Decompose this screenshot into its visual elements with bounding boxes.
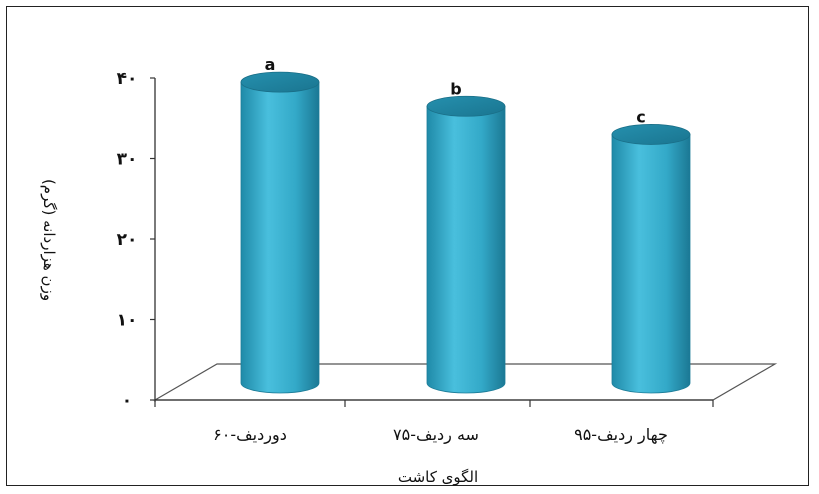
- significance-label: c: [636, 107, 645, 126]
- x-axis-title: الگوی کاشت: [398, 468, 478, 486]
- bar-top: [611, 124, 691, 145]
- y-tick-label: ۴۰: [117, 69, 138, 89]
- bar-top: [240, 71, 320, 93]
- bar: [611, 124, 691, 394]
- bar-body: [240, 81, 320, 394]
- y-tick-label: ۰: [122, 391, 132, 411]
- y-tick-label: ۲۰: [117, 230, 138, 250]
- x-category-label: چهار ردیف-۹۵: [574, 425, 668, 445]
- bar-top: [426, 95, 506, 117]
- bar-body: [611, 134, 691, 394]
- x-category-label: دوردیف-۶۰: [213, 425, 287, 445]
- x-category-label: سه ردیف-۷۵: [393, 425, 479, 445]
- y-tick-label: ۱۰: [117, 311, 138, 331]
- bar: [426, 95, 506, 394]
- y-axis-title: وزن هزاردانه (گرم): [40, 179, 58, 301]
- y-tick-label: ۳۰: [117, 150, 138, 170]
- bar-body: [426, 105, 506, 394]
- bar: [240, 71, 320, 394]
- significance-label: a: [265, 55, 276, 74]
- significance-label: b: [450, 79, 461, 98]
